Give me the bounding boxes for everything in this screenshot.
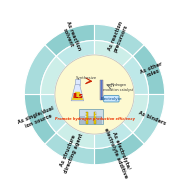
FancyBboxPatch shape bbox=[104, 96, 119, 102]
Wedge shape bbox=[122, 56, 149, 94]
Text: As reaction
precursors: As reaction precursors bbox=[107, 21, 129, 54]
Wedge shape bbox=[24, 94, 56, 144]
Text: As single/dual
ion source: As single/dual ion source bbox=[17, 106, 57, 131]
Wedge shape bbox=[56, 40, 94, 67]
Text: Electrolyte: Electrolyte bbox=[101, 97, 122, 101]
Wedge shape bbox=[56, 122, 94, 149]
Text: As structure
directing agent: As structure directing agent bbox=[58, 130, 84, 174]
Text: As other
roles: As other roles bbox=[139, 61, 165, 80]
Bar bbox=[100, 80, 103, 100]
Wedge shape bbox=[122, 94, 149, 133]
Text: Hydrogen
evolution catalyst: Hydrogen evolution catalyst bbox=[103, 83, 133, 92]
Text: ILs: ILs bbox=[72, 93, 83, 99]
Wedge shape bbox=[45, 133, 94, 165]
Wedge shape bbox=[94, 40, 133, 67]
Bar bbox=[79, 109, 103, 124]
Circle shape bbox=[95, 119, 97, 120]
Text: As electrolyte/
electrolyte additive: As electrolyte/ electrolyte additive bbox=[103, 125, 134, 179]
Polygon shape bbox=[71, 85, 84, 101]
Text: Promote hydrogen production efficiency: Promote hydrogen production efficiency bbox=[55, 117, 134, 121]
Bar bbox=[94, 112, 96, 124]
Wedge shape bbox=[24, 45, 56, 94]
Bar bbox=[80, 116, 102, 124]
Text: As binders: As binders bbox=[137, 110, 166, 126]
Bar bbox=[86, 112, 88, 124]
Wedge shape bbox=[133, 94, 165, 144]
Wedge shape bbox=[133, 45, 165, 94]
Wedge shape bbox=[94, 24, 144, 56]
Text: Synthesize: Synthesize bbox=[76, 76, 97, 80]
Circle shape bbox=[95, 115, 97, 116]
Wedge shape bbox=[94, 122, 133, 149]
Circle shape bbox=[85, 113, 86, 115]
Bar bbox=[101, 80, 102, 100]
Polygon shape bbox=[72, 92, 83, 100]
Circle shape bbox=[85, 119, 86, 121]
Wedge shape bbox=[45, 24, 94, 56]
Text: As reaction
solvent: As reaction solvent bbox=[60, 21, 82, 54]
Circle shape bbox=[95, 112, 97, 114]
Wedge shape bbox=[40, 56, 67, 94]
Circle shape bbox=[55, 55, 134, 134]
Wedge shape bbox=[94, 133, 144, 165]
Polygon shape bbox=[75, 79, 80, 85]
Circle shape bbox=[85, 116, 86, 117]
Wedge shape bbox=[40, 94, 67, 133]
